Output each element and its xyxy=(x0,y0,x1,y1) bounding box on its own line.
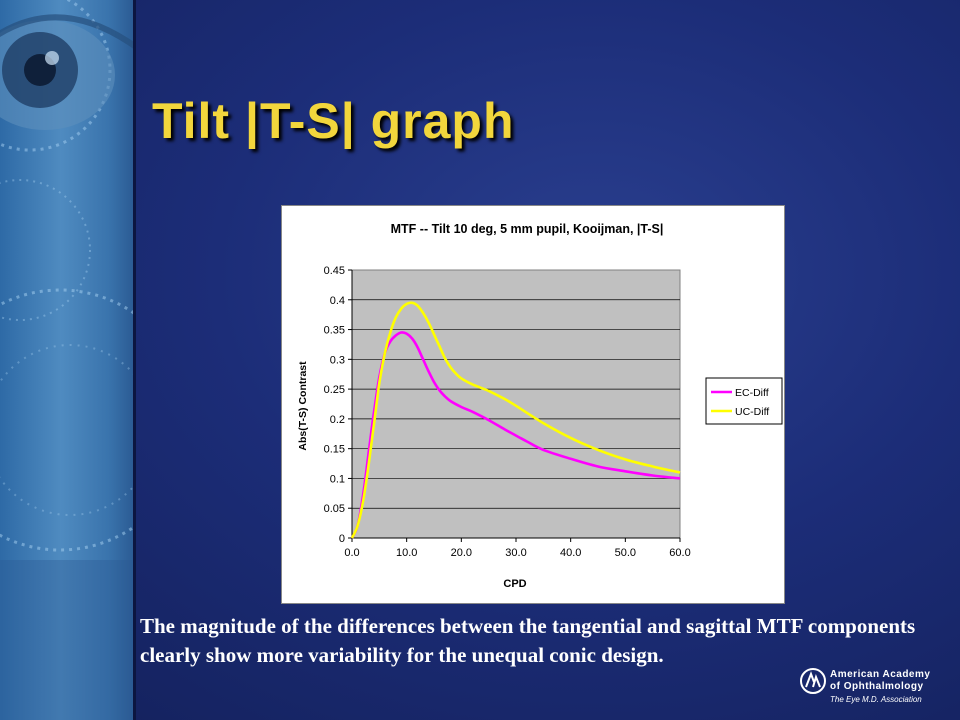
decorative-eye-band xyxy=(0,0,135,720)
y-tick-label: 0.05 xyxy=(324,503,345,515)
gridlines xyxy=(352,299,680,509)
y-tick-label: 0.15 xyxy=(324,444,345,456)
y-axis-label: Abs(T-S) Contrast xyxy=(297,361,309,451)
plot-area xyxy=(351,269,681,539)
aao-logo-mark xyxy=(800,668,826,694)
x-tick-label: 10.0 xyxy=(396,547,417,559)
band-divider xyxy=(133,0,136,720)
y-tick-label: 0.25 xyxy=(324,384,345,396)
y-tick-label: 0.3 xyxy=(330,354,345,366)
y-tick-label: 0 xyxy=(339,533,345,545)
logo-line-2: of Ophthalmology xyxy=(830,681,924,692)
x-tick-label: 40.0 xyxy=(560,547,581,559)
y-tick-label: 0.2 xyxy=(330,414,345,426)
legend-box xyxy=(705,377,783,425)
aao-logo: American Academy of Ophthalmology The Ey… xyxy=(800,668,940,716)
x-tick-label: 30.0 xyxy=(505,547,526,559)
eye-graphic xyxy=(0,0,135,720)
series-lines xyxy=(350,301,681,539)
slide-title: Tilt |T-S| graph xyxy=(152,93,515,149)
y-axis-ticks: 0 0.05 0.1 0.15 0.2 0.25 0.3 0.35 0.4 0.45 xyxy=(324,265,353,545)
x-tick-label: 60.0 xyxy=(669,547,690,559)
x-tick-label: 0.0 xyxy=(344,547,359,559)
y-tick-label: 0.35 xyxy=(324,325,345,337)
y-tick-label: 0.1 xyxy=(330,473,345,485)
x-axis-label: CPD xyxy=(503,578,526,590)
chart-title: MTF -- Tilt 10 deg, 5 mm pupil, Kooijman… xyxy=(391,222,664,236)
slide-caption: The magnitude of the differences between… xyxy=(140,614,916,667)
chart-container: MTF -- Tilt 10 deg, 5 mm pupil, Kooijman… xyxy=(281,205,785,604)
mtf-chart: MTF -- Tilt 10 deg, 5 mm pupil, Kooijman… xyxy=(297,222,783,590)
series-line-uc-diff xyxy=(350,301,681,539)
x-tick-label: 50.0 xyxy=(615,547,636,559)
logo-tagline: The Eye M.D. Association xyxy=(830,695,922,704)
logo-line-1: American Academy xyxy=(830,669,931,680)
legend-label: UC-Diff xyxy=(735,406,769,418)
legend: EC-Diff UC-Diff xyxy=(705,377,783,425)
y-tick-label: 0.4 xyxy=(330,295,345,307)
x-tick-label: 20.0 xyxy=(451,547,472,559)
legend-label: EC-Diff xyxy=(735,387,769,399)
x-axis-ticks: 0.0 10.0 20.0 30.0 40.0 50.0 60.0 xyxy=(344,537,691,559)
y-tick-label: 0.45 xyxy=(324,265,345,277)
